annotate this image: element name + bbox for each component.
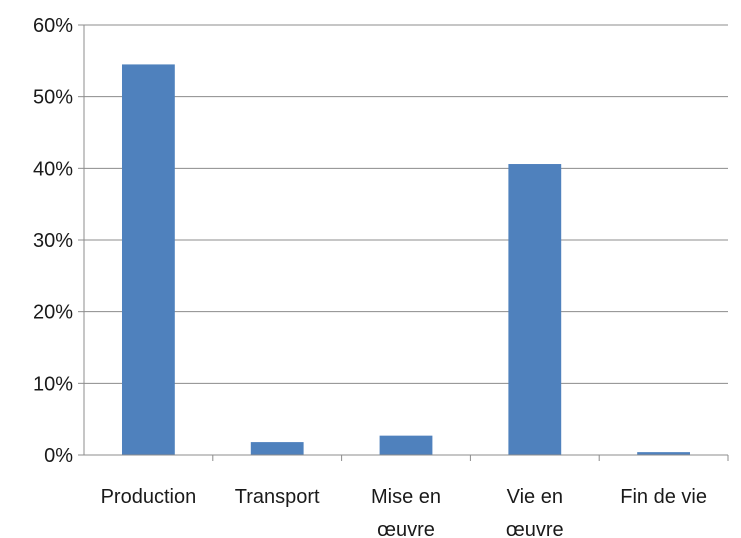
x-tick-label: Vie en — [507, 486, 563, 508]
bar — [250, 442, 304, 455]
x-tick-label: Transport — [235, 486, 320, 508]
bar — [508, 164, 562, 456]
x-tick-labels: Production Transport Mise en œuvre Vie en œuv… — [101, 486, 707, 538]
y-tick-label: 40% — [33, 158, 73, 180]
bars — [121, 64, 691, 456]
y-tick-label: 60% — [33, 15, 73, 37]
axes — [78, 24, 729, 461]
gridlines — [84, 24, 728, 384]
bar — [379, 435, 433, 455]
y-tick-label: 0% — [44, 445, 73, 467]
y-tick-label: 30% — [33, 230, 73, 252]
x-tick-label: Production — [101, 486, 197, 508]
bar — [121, 64, 175, 456]
x-tick-label: Mise en — [371, 486, 441, 508]
x-tick-label: œuvre — [377, 519, 435, 538]
y-tick-label: 20% — [33, 302, 73, 324]
x-tick-label: œuvre — [506, 519, 564, 538]
y-tick-labels: 0% 10% 20% 30% 40% 50% 60% — [33, 15, 73, 467]
y-tick-label: 10% — [33, 373, 73, 395]
y-tick-label: 50% — [33, 87, 73, 109]
x-tick-label: Fin de vie — [620, 486, 707, 508]
bar — [637, 452, 691, 455]
